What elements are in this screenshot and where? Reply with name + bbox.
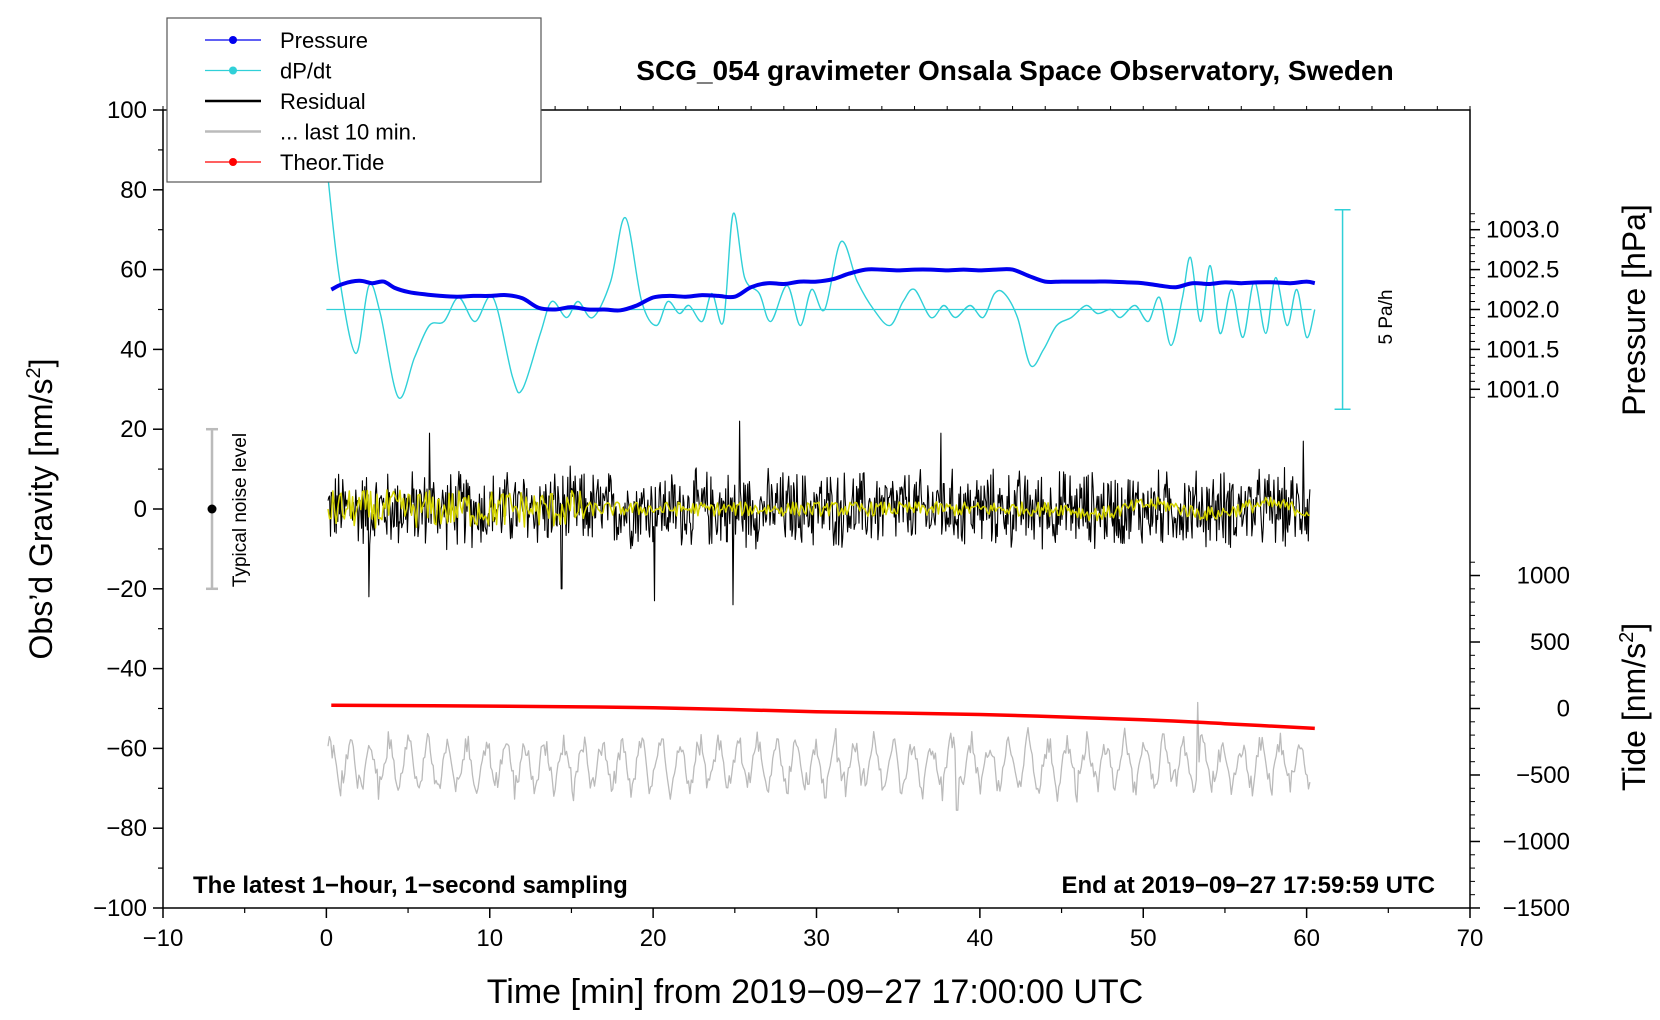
axis-ticks: −10 0 10 20 30 40 50 60 70100806040200−20−40−60−… [93, 97, 1570, 952]
smoothed-residual-line [327, 489, 1310, 529]
y-tick-label: −80 [106, 815, 147, 842]
pressure-line [330, 267, 1316, 313]
x-tick-label: 20 [640, 925, 667, 952]
y-tick-label: −100 [93, 895, 147, 922]
x-tick-label: 10 [476, 925, 503, 952]
scale-bar-label: 5 Pa/h [1376, 290, 1397, 345]
x-tick-label: 50 [1130, 925, 1157, 952]
y-tick-label: 60 [120, 257, 147, 284]
x-tick-label: 0 [320, 925, 333, 952]
x-tick-label: 30 [803, 925, 830, 952]
pressure-tick-label: 1003.0 [1486, 217, 1559, 244]
legend-marker [229, 66, 237, 75]
y-tick-label: −60 [106, 735, 147, 762]
y-axis-label-pressure: Pressure [hPa] [1616, 204, 1652, 416]
noise-center-dot [207, 504, 217, 514]
noise-label: Typical noise level [230, 433, 251, 587]
tide-tick-label: −1500 [1503, 895, 1570, 922]
y-tick-label: 40 [120, 336, 147, 363]
tide-tick-label: −1000 [1503, 828, 1570, 855]
y-axis-label-tide: Tide [nm/s2] [1616, 623, 1652, 791]
tide-line [331, 703, 1315, 731]
pressure-tick-label: 1002.5 [1486, 257, 1559, 284]
footer-left: The latest 1−hour, 1−second sampling [193, 872, 628, 899]
y-axis-label-left: Obs’d Gravity [nm/s2] [23, 359, 59, 660]
y-tick-label: 20 [120, 416, 147, 443]
x-axis-label: Time [min] from 2019−09−27 17:00:00 UTC [487, 973, 1143, 1011]
x-tick-label: 70 [1457, 925, 1484, 952]
legend-label: Residual [280, 89, 366, 114]
tide-tick-label: 1000 [1517, 563, 1570, 590]
x-tick-label: −10 [143, 925, 184, 952]
pressure-tick-label: 1001.0 [1486, 376, 1559, 403]
y-tick-label: −20 [106, 576, 147, 603]
footer-right: End at 2019−09−27 17:59:59 UTC [1061, 872, 1435, 899]
y-tick-label: 0 [134, 496, 147, 523]
legend-label: ... last 10 min. [280, 120, 417, 145]
y-tick-label: 100 [107, 97, 147, 124]
tide-tick-label: 0 [1557, 696, 1570, 723]
y-tick-label: 80 [120, 177, 147, 204]
legend: Pressure dP/dt Residual ... last 10 min. The… [166, 17, 542, 183]
pressure-tick-label: 1001.5 [1486, 336, 1559, 363]
legend-marker [229, 36, 237, 44]
chart-title: SCG_054 gravimeter Onsala Space Observat… [636, 55, 1393, 86]
x-tick-label: 60 [1293, 925, 1320, 952]
legend-marker [229, 158, 237, 166]
legend-label: Pressure [280, 28, 368, 53]
y-tick-label: −40 [106, 656, 147, 683]
legend-label: Theor.Tide [280, 150, 384, 175]
residual-line [327, 420, 1311, 606]
tide-tick-label: −500 [1516, 762, 1570, 789]
tide-tick-label: 500 [1530, 629, 1570, 656]
x-tick-label: 40 [967, 925, 994, 952]
series-layer [206, 177, 1351, 811]
pressure-tick-label: 1002.0 [1486, 297, 1559, 324]
legend-label: dP/dt [280, 59, 331, 84]
last-10-min-line [327, 701, 1311, 811]
